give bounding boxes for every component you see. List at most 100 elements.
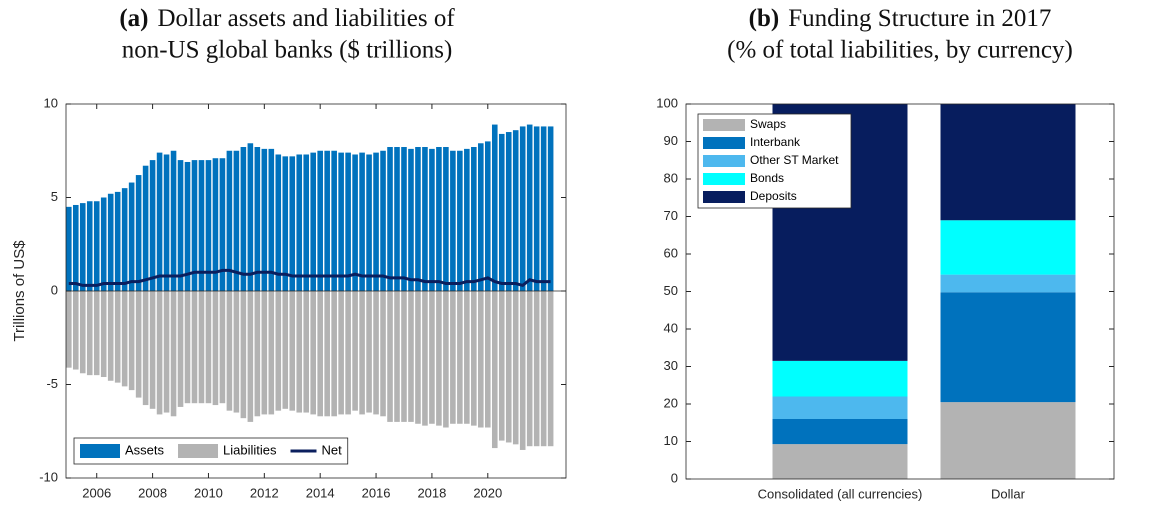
legend-label: Deposits [750,189,797,203]
legend-swatch [703,191,745,203]
bar [324,291,330,417]
bar [219,291,226,404]
title-label: (a) [119,5,148,32]
bar [450,150,456,291]
bar [484,141,491,291]
chart-title: (a) Dollar assets and liabilities of [119,5,455,32]
legend-swatch [178,444,219,458]
title-line: Funding Structure in 2017 [788,5,1051,32]
bar [498,291,505,441]
bar [254,147,261,291]
bar [373,291,379,415]
bar [478,143,484,291]
legend-label: Swaps [750,117,786,131]
bar [191,291,198,404]
bar [170,291,177,417]
bar [226,291,233,411]
bar-segment [940,274,1076,293]
x-tick-label: 2014 [306,485,335,500]
bar [268,148,275,291]
chart-title: (% of total liabilities, by currency) [727,37,1073,64]
bar [72,291,79,370]
bar [505,291,512,443]
bar [100,197,107,291]
bar [86,291,93,376]
bar [163,291,170,413]
bar [128,291,135,391]
bar-segment [772,419,908,445]
bar-segment [940,402,1076,479]
y-tick-label: 10 [44,95,58,110]
y-tick-label: 100 [656,95,678,110]
bar [289,156,296,291]
bar [128,182,135,291]
bar [324,150,330,291]
bar [275,154,282,291]
bar [345,291,351,415]
bar [464,148,470,291]
bar [526,124,533,291]
bar [540,126,547,291]
y-tick-label: -5 [46,376,58,391]
bar-segment [940,104,1076,221]
bar [219,158,226,291]
axes: 0 10 20 30 40 50 60 70 80 90 100 Consolidated (all … [656,95,1115,501]
bar [170,150,177,291]
x-tick-label: 2020 [473,485,502,500]
legend-label: Interbank [750,135,801,149]
bar [387,291,393,422]
legend-label: Other ST Market [750,153,839,167]
bar [519,126,526,291]
bar [491,291,498,449]
bar [212,158,219,291]
bar [142,291,149,406]
bar [226,150,233,291]
bar [275,291,282,411]
bar [394,147,400,291]
bar [415,291,421,424]
legend-swatch [703,173,745,185]
bar [191,160,198,291]
bar [142,165,149,291]
bar [317,150,323,291]
bar [401,147,407,291]
bar [114,291,121,383]
bar [135,291,142,398]
bar [345,152,351,291]
y-tick-label: 20 [664,395,678,410]
bar [408,148,414,291]
bar [79,203,86,291]
legend-swatch [80,444,120,458]
bar [233,150,240,291]
bar-segment [940,292,1076,403]
bar [184,161,191,291]
x-tick-label: Consolidated (all currencies) [758,486,923,501]
bar [471,291,477,426]
legend-swatch [703,119,745,131]
bar [177,160,184,291]
legend: Swaps Interbank Other ST Market Bonds Deposi… [697,113,852,209]
x-tick-label: 2008 [138,485,167,500]
bar [443,147,449,291]
y-tick-label: 10 [664,433,678,448]
bar [317,291,323,417]
bar [254,291,261,417]
bar [310,152,316,291]
bar [338,152,344,291]
bar [443,291,449,428]
title-line: Dollar assets and liabilities of [158,5,456,32]
bar [533,291,540,447]
x-tick-label: 2016 [362,485,391,500]
bar [366,154,372,291]
bar [436,147,442,291]
chart-title: (b) Funding Structure in 2017 [749,5,1052,32]
bar [66,291,72,368]
bar [526,291,533,447]
y-tick-label: 30 [664,358,678,373]
bar [547,126,554,291]
bar [149,160,156,291]
y-tick-label: 80 [664,170,678,185]
bar [478,291,484,428]
bar [547,291,554,447]
